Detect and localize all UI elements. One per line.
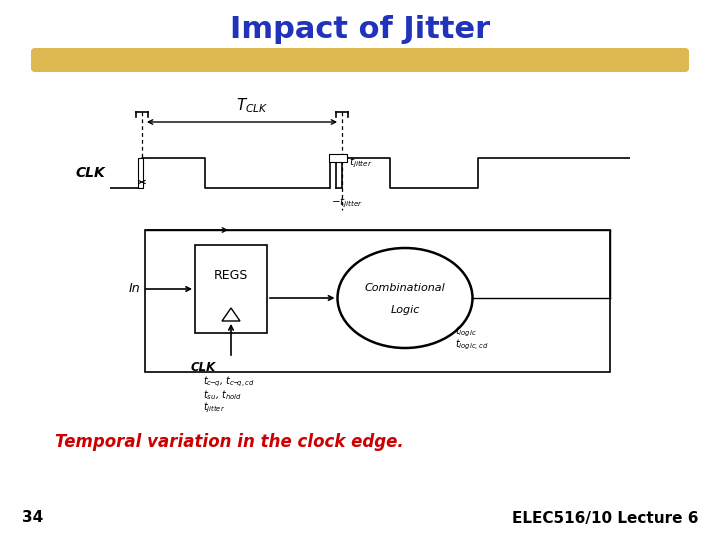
Bar [145, 230, 610, 372]
Text: $t_{jitter}$: $t_{jitter}$ [203, 401, 225, 415]
Text: Logic: Logic [390, 305, 420, 315]
Text: Impact of Jitter: Impact of Jitter [230, 16, 490, 44]
Text: ELEC516/10 Lecture 6: ELEC516/10 Lecture 6 [511, 510, 698, 525]
Text: $t_{logic,cd}$: $t_{logic,cd}$ [455, 338, 488, 353]
Text: $T_{CLK}$: $T_{CLK}$ [236, 96, 268, 115]
Text: $t_{c\!\!-\!\!q}$, $t_{c\!\!-\!\!q,cd}$: $t_{c\!\!-\!\!q}$, $t_{c\!\!-\!\!q,cd}$ [203, 375, 255, 389]
Bar [195, 245, 267, 333]
Text: $t_{jitter}$: $t_{jitter}$ [349, 156, 373, 170]
Text: CLK: CLK [76, 166, 105, 180]
Text: $-t_{jitter}$: $-t_{jitter}$ [331, 196, 364, 211]
Bar [138, 158, 143, 188]
Text: REGS: REGS [214, 269, 248, 282]
Text: $t_{logic}$: $t_{logic}$ [455, 325, 477, 340]
FancyBboxPatch shape [31, 48, 689, 72]
Text: Combinational: Combinational [364, 283, 446, 293]
Text: In: In [128, 282, 140, 295]
Bar [329, 154, 347, 162]
Text: 34: 34 [22, 510, 43, 525]
Text: CLK: CLK [190, 361, 215, 374]
Ellipse shape [338, 248, 472, 348]
Text: $t_{su}$, $t_{hold}$: $t_{su}$, $t_{hold}$ [203, 388, 242, 402]
Text: Temporal variation in the clock edge.: Temporal variation in the clock edge. [55, 433, 404, 451]
